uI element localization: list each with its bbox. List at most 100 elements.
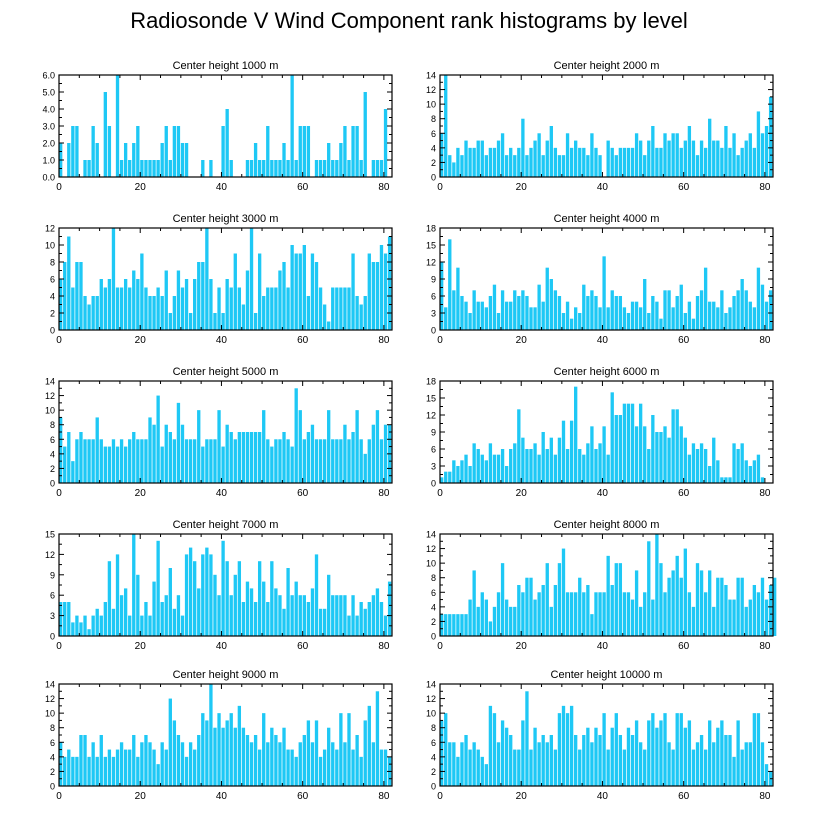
histogram-bar — [618, 147, 623, 177]
histogram-bar — [298, 595, 302, 636]
histogram-bar — [529, 307, 533, 330]
histogram-bar — [444, 307, 448, 330]
histogram-bar — [732, 756, 736, 786]
histogram-bar — [347, 615, 351, 636]
x-tick-label: 20 — [516, 182, 528, 193]
histogram-bar — [500, 133, 505, 177]
histogram-bar — [464, 301, 468, 330]
histogram-bar — [440, 477, 444, 483]
histogram-bar — [565, 449, 570, 483]
histogram-bar — [460, 296, 464, 330]
histogram-bar — [647, 140, 651, 177]
histogram-panel: Center height 7000 m 0 20 40 60 80 0 3 6 9 12 15 — [45, 519, 393, 652]
histogram-bar — [339, 595, 343, 636]
y-tick-label: 12 — [426, 258, 436, 268]
histogram-bar — [569, 592, 574, 636]
histogram-bar — [136, 279, 140, 330]
histogram-bar — [306, 126, 311, 177]
histogram-bar — [529, 749, 533, 786]
histogram-bar — [643, 749, 647, 786]
histogram-bar — [233, 439, 237, 483]
histogram-bar — [614, 296, 618, 330]
histogram-bar — [164, 749, 168, 786]
histogram-bar — [262, 713, 266, 786]
y-tick-label: 6 — [431, 292, 436, 302]
histogram-bar — [355, 615, 359, 636]
histogram-bar — [561, 155, 566, 177]
histogram-bar — [492, 284, 497, 330]
histogram-bar — [643, 426, 647, 483]
histogram-bar — [302, 439, 306, 483]
histogram-bar — [699, 290, 704, 330]
histogram-bar — [201, 160, 205, 177]
x-tick-label: 20 — [516, 335, 528, 346]
histogram-bar — [282, 143, 286, 177]
histogram-bar — [79, 622, 83, 636]
x-tick-label: 40 — [216, 791, 228, 802]
histogram-bar — [496, 454, 501, 483]
histogram-bar — [266, 126, 270, 177]
histogram-bar — [314, 720, 319, 786]
histogram-bar — [164, 424, 168, 483]
histogram-bar — [172, 296, 177, 330]
histogram-bar — [83, 735, 87, 786]
histogram-bar — [87, 439, 91, 483]
histogram-bar — [659, 432, 663, 483]
histogram-bar — [671, 307, 675, 330]
histogram-bar — [103, 756, 108, 786]
histogram-bar — [383, 749, 388, 786]
histogram-bar — [379, 439, 384, 483]
histogram-bar — [634, 720, 639, 786]
histogram-bar — [306, 602, 311, 636]
y-tick-label: 6 — [50, 435, 55, 445]
histogram-panel: Center height 3000 m 0 20 40 60 80 0 2 4 6 8 10 12 — [45, 213, 393, 346]
histogram-bar — [274, 439, 278, 483]
histogram-bar — [144, 439, 148, 483]
histogram-bar — [557, 155, 562, 177]
histogram-bar — [712, 301, 716, 330]
histogram-bar — [225, 109, 229, 177]
histogram-bar — [103, 602, 108, 636]
histogram-bar — [278, 742, 282, 786]
histogram-bar — [752, 460, 757, 483]
histogram-bar — [335, 287, 339, 330]
histogram-bar — [683, 727, 687, 786]
y-tick-label: 6 — [50, 275, 55, 285]
histogram-bar — [452, 162, 456, 177]
histogram-bar — [83, 296, 87, 330]
histogram-bar — [282, 608, 286, 636]
histogram-bar — [237, 561, 242, 636]
histogram-bar — [160, 602, 164, 636]
x-tick-label: 80 — [378, 791, 390, 802]
histogram-bar — [266, 742, 270, 786]
histogram-bar — [630, 735, 635, 786]
histogram-bar — [347, 160, 351, 177]
histogram-bar — [164, 595, 168, 636]
histogram-bar — [103, 446, 108, 483]
y-tick-label: 10 — [426, 559, 436, 569]
histogram-bar — [574, 592, 578, 636]
histogram-bar — [561, 705, 566, 786]
histogram-bar — [310, 253, 315, 330]
x-tick-label: 0 — [56, 182, 62, 193]
histogram-bar — [132, 534, 136, 636]
histogram-bar — [574, 140, 578, 177]
histogram-bar — [335, 749, 339, 786]
histogram-bar — [213, 313, 217, 330]
histogram-bar — [448, 239, 452, 330]
histogram-bar — [521, 437, 525, 483]
histogram-bar — [253, 313, 258, 330]
histogram-bar — [83, 160, 87, 177]
histogram-bar — [217, 410, 221, 483]
x-tick-label: 40 — [597, 335, 609, 346]
histogram-bar — [59, 417, 63, 483]
histogram-bar — [225, 424, 229, 483]
histogram-bar — [115, 287, 120, 330]
histogram-bar — [152, 160, 156, 177]
histogram-bar — [476, 606, 480, 636]
histogram-bar — [618, 415, 623, 483]
histogram-bar — [590, 290, 594, 330]
histogram-bar — [634, 133, 639, 177]
panel-title: Center height 6000 m — [554, 366, 660, 378]
histogram-bar — [574, 386, 578, 483]
